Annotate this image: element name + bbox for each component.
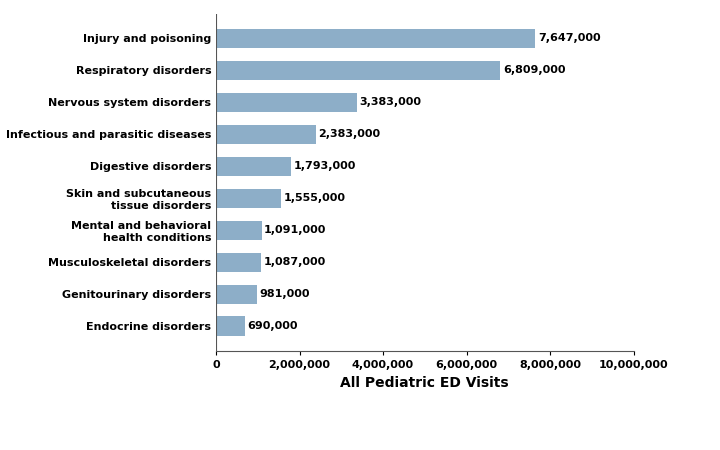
Bar <box>216 61 500 80</box>
Bar <box>216 29 536 48</box>
Text: 690,000: 690,000 <box>248 321 298 331</box>
Bar <box>216 284 257 304</box>
Bar <box>216 157 291 176</box>
Text: 7,647,000: 7,647,000 <box>538 33 600 44</box>
Text: 3,383,000: 3,383,000 <box>360 97 422 108</box>
Text: 2,383,000: 2,383,000 <box>318 129 380 140</box>
Text: 1,091,000: 1,091,000 <box>264 225 326 235</box>
Bar <box>216 125 315 144</box>
Text: 981,000: 981,000 <box>259 289 310 299</box>
X-axis label: All Pediatric ED Visits: All Pediatric ED Visits <box>341 376 509 390</box>
Text: 6,809,000: 6,809,000 <box>503 65 565 76</box>
Bar <box>216 316 245 336</box>
Bar <box>216 189 281 208</box>
Text: 1,087,000: 1,087,000 <box>264 257 326 267</box>
Bar <box>216 93 357 112</box>
Text: 1,793,000: 1,793,000 <box>293 161 356 171</box>
Text: 1,555,000: 1,555,000 <box>284 193 346 203</box>
Bar <box>216 220 261 240</box>
Bar <box>216 252 261 272</box>
